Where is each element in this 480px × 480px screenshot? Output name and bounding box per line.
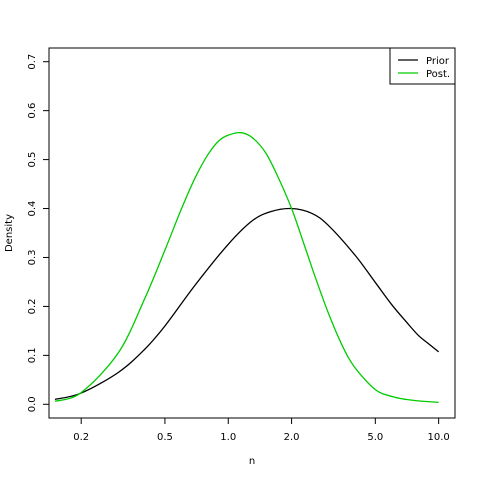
y-axis: 0.0 0.1 0.2 0.3 0.4 0.5 0.6 0.7 xyxy=(27,54,49,412)
x-tick-label-3: 2.0 xyxy=(284,432,300,443)
x-tick-label-0: 0.2 xyxy=(73,432,89,443)
x-axis: 0.2 0.5 1.0 2.0 5.0 10.0 xyxy=(73,418,450,443)
series-line-prior xyxy=(54,207,440,401)
legend: Prior Post. xyxy=(389,47,456,85)
series-layer xyxy=(54,131,440,403)
y-tick-label-6: 0.6 xyxy=(27,103,38,119)
y-axis-title: Density xyxy=(4,214,15,252)
y-tick-label-1: 0.1 xyxy=(27,347,38,363)
y-tick-label-0: 0.0 xyxy=(27,396,38,412)
y-tick-label-2: 0.2 xyxy=(27,298,38,314)
y-tick-label-4: 0.4 xyxy=(27,201,38,217)
series-line-post xyxy=(54,131,439,403)
x-tick-label-4: 5.0 xyxy=(367,432,383,443)
y-tick-label-7: 0.7 xyxy=(27,54,38,70)
x-tick-label-1: 0.5 xyxy=(157,432,173,443)
legend-label-post: Post. xyxy=(426,69,450,80)
legend-label-prior: Prior xyxy=(426,56,450,67)
x-axis-title: n xyxy=(249,456,255,467)
plot-frame xyxy=(48,47,456,419)
y-tick-label-5: 0.5 xyxy=(27,152,38,168)
x-tick-label-2: 1.0 xyxy=(220,432,236,443)
legend-box xyxy=(389,47,456,85)
y-tick-label-3: 0.3 xyxy=(27,250,38,266)
x-tick-label-5: 10.0 xyxy=(428,432,450,443)
